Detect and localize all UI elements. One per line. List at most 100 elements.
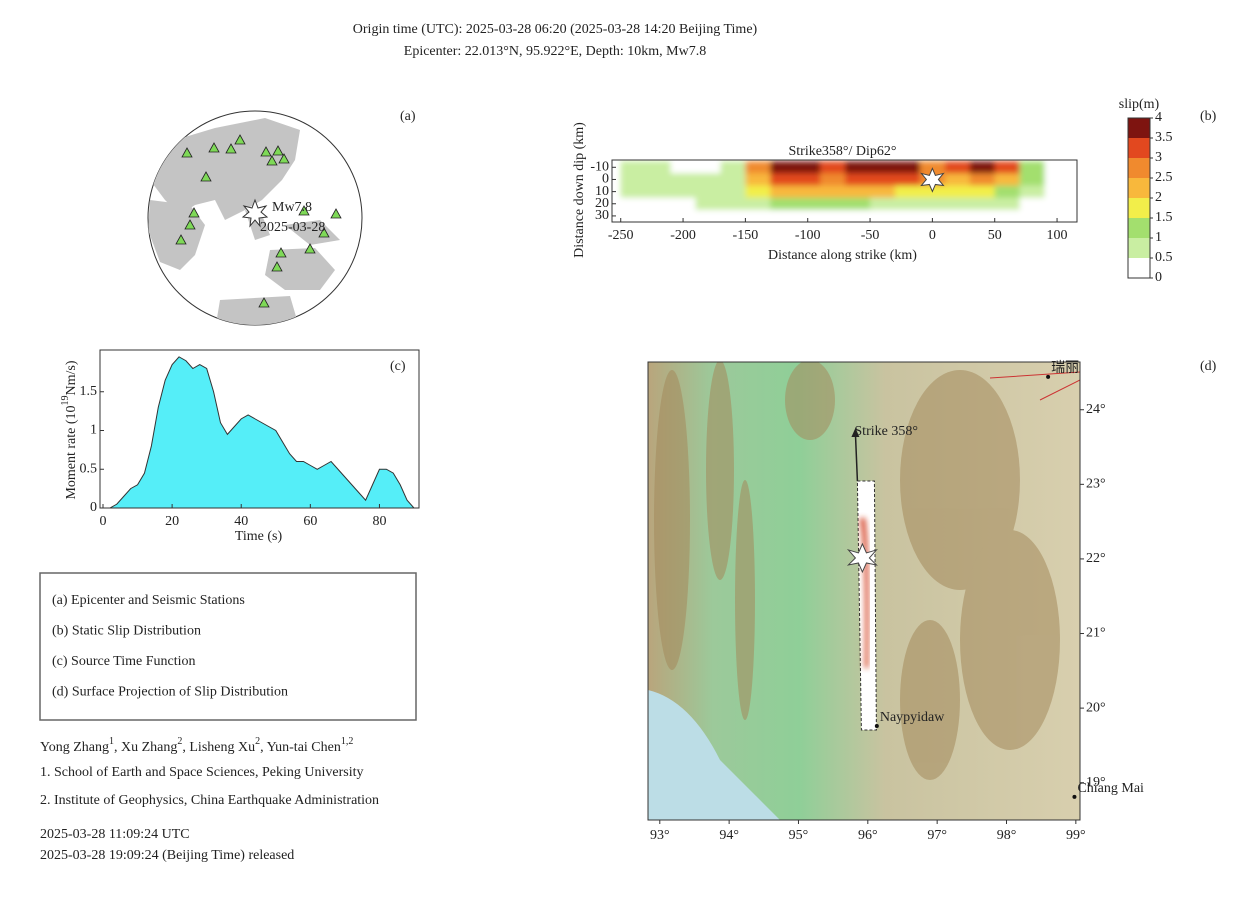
slip-cell: [969, 185, 996, 199]
slip-cell: [670, 161, 697, 174]
x-axis-label: Distance along strike (km): [768, 248, 917, 263]
y-tick-label: 0.5: [80, 461, 98, 476]
slip-cell: [795, 197, 821, 211]
slip-cell: [770, 185, 796, 199]
slip-cell: [820, 161, 846, 174]
slip-cell: [720, 173, 746, 187]
slip-cell: [870, 161, 896, 174]
slip-cell: [1044, 197, 1071, 211]
separator: ,: [182, 740, 189, 755]
slip-cell: [620, 185, 647, 199]
y-tick-label: -10: [590, 160, 609, 175]
slip-cell: [620, 209, 647, 222]
y-tick-label: 20°: [1086, 700, 1106, 715]
y-tick-label: 24°: [1086, 402, 1106, 417]
legend-item: (a) Epicenter and Seismic Stations: [52, 593, 245, 608]
x-tick-label: 96°: [858, 828, 878, 843]
affiliation-mark: 2: [177, 736, 182, 747]
slip-cell: [894, 185, 921, 199]
area: [103, 356, 416, 509]
colorbar-swatch: [1128, 218, 1150, 238]
author-name: Xu Zhang: [121, 740, 177, 755]
x-tick-label: 80: [372, 514, 386, 529]
affiliation-mark: 1,2: [341, 736, 354, 747]
slip-cell: [620, 173, 647, 187]
place-marker: [1046, 374, 1051, 379]
x-tick-label: 40: [234, 514, 248, 529]
colorbar-tick-label: 2: [1155, 190, 1162, 205]
slip-cell: [944, 209, 971, 222]
slip-cell: [1044, 173, 1071, 187]
slip-cell: [1019, 209, 1046, 222]
x-tick-label: 97°: [927, 828, 947, 843]
hypocenter: [920, 167, 945, 193]
affiliation: 2. Institute of Geophysics, China Earthq…: [40, 793, 379, 808]
x-tick-label: 98°: [997, 828, 1017, 843]
place-marker: [1072, 794, 1077, 799]
slip-cell: [1019, 161, 1046, 174]
colorbar-swatch: [1128, 158, 1150, 178]
map-frame: [647, 361, 1081, 821]
slip-cell: [820, 185, 846, 199]
slip-cell: [870, 173, 896, 187]
header-line: Epicenter: 22.013°N, 95.922°E, Depth: 10…: [404, 44, 706, 59]
slip-cell: [845, 197, 871, 211]
author-name: Lisheng Xu: [189, 740, 255, 755]
slip-cell: [870, 197, 896, 211]
slip-cell: [695, 209, 721, 222]
x-tick-label: 95°: [789, 828, 809, 843]
y-axis-label: Moment rate (1019Nm/s): [60, 360, 79, 499]
panel-label: (b): [1200, 109, 1217, 124]
globe: Mw7.8 2025-03-28: [147, 110, 363, 326]
slip-cell: [1044, 185, 1071, 199]
slip-cell: [944, 173, 971, 187]
slip-cell: [645, 209, 672, 222]
slip-cell: [745, 197, 771, 211]
slip-cell: [994, 197, 1021, 211]
colorbar-tick-label: 1: [1155, 230, 1162, 245]
slip-cell: [894, 173, 921, 187]
x-tick-label: 60: [303, 514, 317, 529]
slip-cell: [969, 173, 996, 187]
slip-cell: [670, 173, 697, 187]
slip-cell: [994, 161, 1021, 174]
y-tick-label: 20: [595, 196, 609, 211]
slip-cell: [1044, 161, 1071, 174]
slip-cell: [720, 197, 746, 211]
legend-item: (c) Source Time Function: [52, 654, 196, 669]
x-tick-label: 0: [929, 228, 936, 243]
slip-cell: [1044, 209, 1071, 222]
x-tick-label: -250: [608, 228, 634, 243]
y-tick-label: 1: [90, 423, 97, 438]
slip-cell: [795, 185, 821, 199]
slip-cell: [845, 173, 871, 187]
slip-cell: [745, 161, 771, 174]
stations: [175, 134, 342, 308]
slip-cell: [720, 209, 746, 222]
slip-cell: [795, 209, 821, 222]
slip-cell: [795, 173, 821, 187]
slip-cell: [919, 197, 946, 211]
slip-cell: [770, 161, 796, 174]
slip-cell: [695, 173, 721, 187]
slip-cell: [670, 185, 697, 199]
slip-cell: [845, 209, 871, 222]
slip-cell: [1019, 185, 1046, 199]
map-background: [648, 362, 1080, 820]
release-time: 2025-03-28 19:09:24 (Beijing Time) relea…: [40, 848, 294, 863]
y-axis-label-part: Moment rate (10: [64, 405, 79, 499]
x-tick-label: 50: [988, 228, 1002, 243]
y-tick-label: 23°: [1086, 477, 1106, 492]
slip-cell: [645, 197, 672, 211]
slip-cell: [820, 197, 846, 211]
panel-label: (a): [400, 109, 416, 124]
slip-cell: [620, 197, 647, 211]
slip-cell: [969, 161, 996, 174]
separator: ,: [114, 740, 121, 755]
slip-cell: [770, 173, 796, 187]
slip-cell: [820, 173, 846, 187]
slip-cell: [645, 185, 672, 199]
affiliation-mark: 1: [109, 736, 114, 747]
colorbar-tick-label: 4: [1155, 110, 1162, 125]
